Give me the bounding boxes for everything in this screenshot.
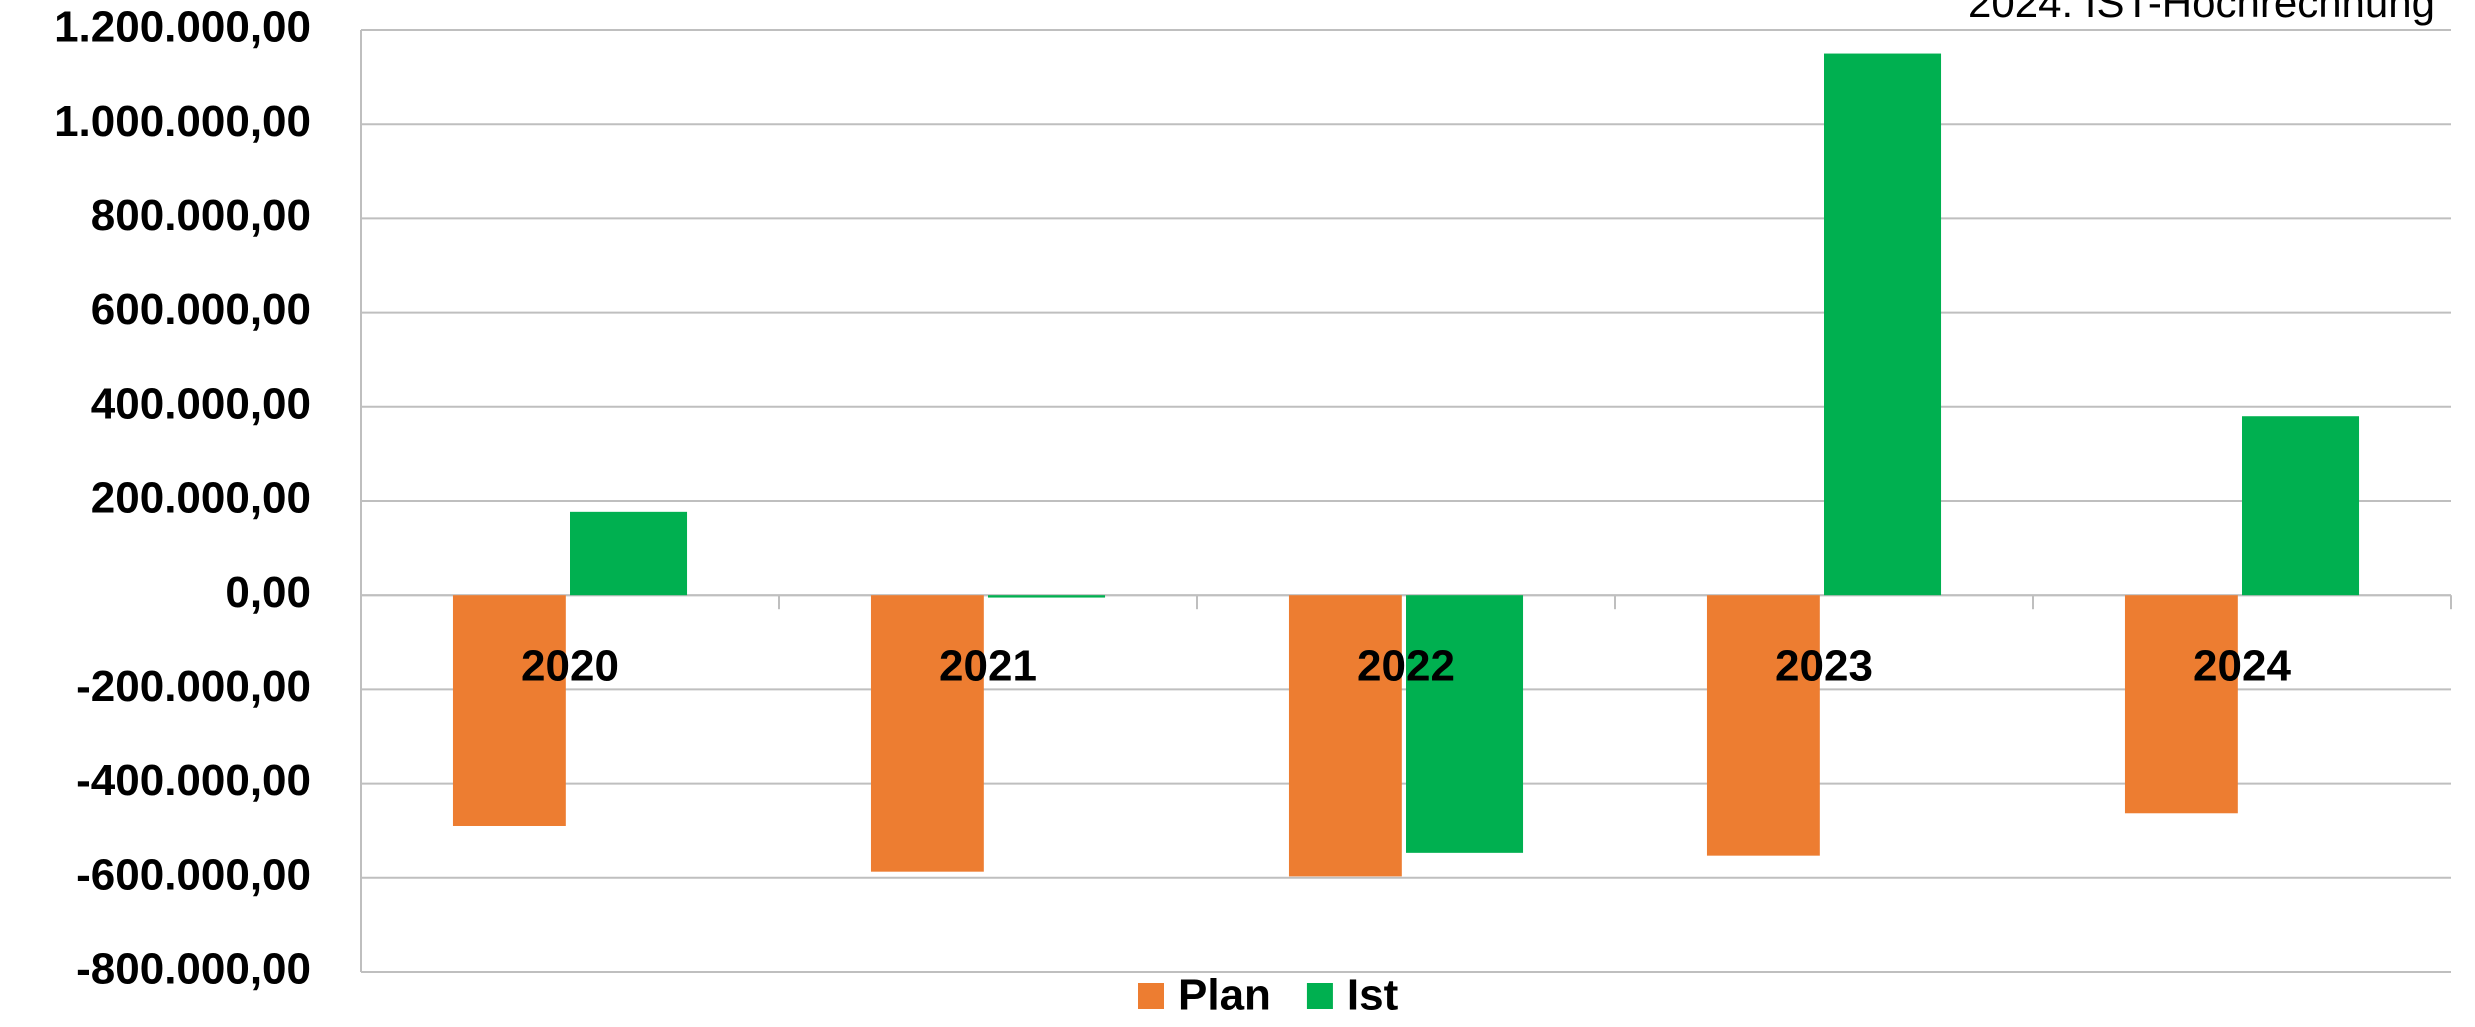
legend-label: Ist <box>1347 971 1399 1020</box>
y-tick-label: 200.000,00 <box>91 474 311 523</box>
x-tick-label: 2022 <box>1357 642 1455 691</box>
x-tick-label: 2023 <box>1775 642 1873 691</box>
x-tick-label: 2021 <box>939 642 1037 691</box>
legend-swatch <box>1138 983 1164 1009</box>
y-tick-label: 1.200.000,00 <box>54 3 311 52</box>
bar <box>1288 595 1402 877</box>
y-tick-label: 800.000,00 <box>91 191 311 240</box>
y-tick-label: -200.000,00 <box>76 662 311 711</box>
legend-label: Plan <box>1178 971 1271 1020</box>
y-tick-label: 0,00 <box>225 568 311 617</box>
y-tick-label: 400.000,00 <box>91 379 311 428</box>
y-tick-label: 1.000.000,00 <box>54 97 311 146</box>
x-tick-label: 2020 <box>521 642 619 691</box>
bar <box>1706 595 1820 856</box>
bar <box>2242 416 2360 596</box>
bar <box>870 595 984 872</box>
bar <box>570 511 688 596</box>
annotation: 2024: IST-Hochrechnung <box>1968 0 2435 26</box>
bar <box>2124 595 2238 814</box>
y-tick-label: -800.000,00 <box>76 945 311 994</box>
bar <box>988 595 1106 598</box>
y-tick-label: -600.000,00 <box>76 850 311 899</box>
y-tick-label: 600.000,00 <box>91 285 311 334</box>
bar <box>452 595 566 826</box>
bar <box>1406 595 1524 853</box>
x-tick-label: 2024 <box>2193 642 2291 691</box>
bar <box>1824 53 1942 596</box>
y-tick-label: -400.000,00 <box>76 756 311 805</box>
legend-swatch <box>1306 983 1333 1009</box>
